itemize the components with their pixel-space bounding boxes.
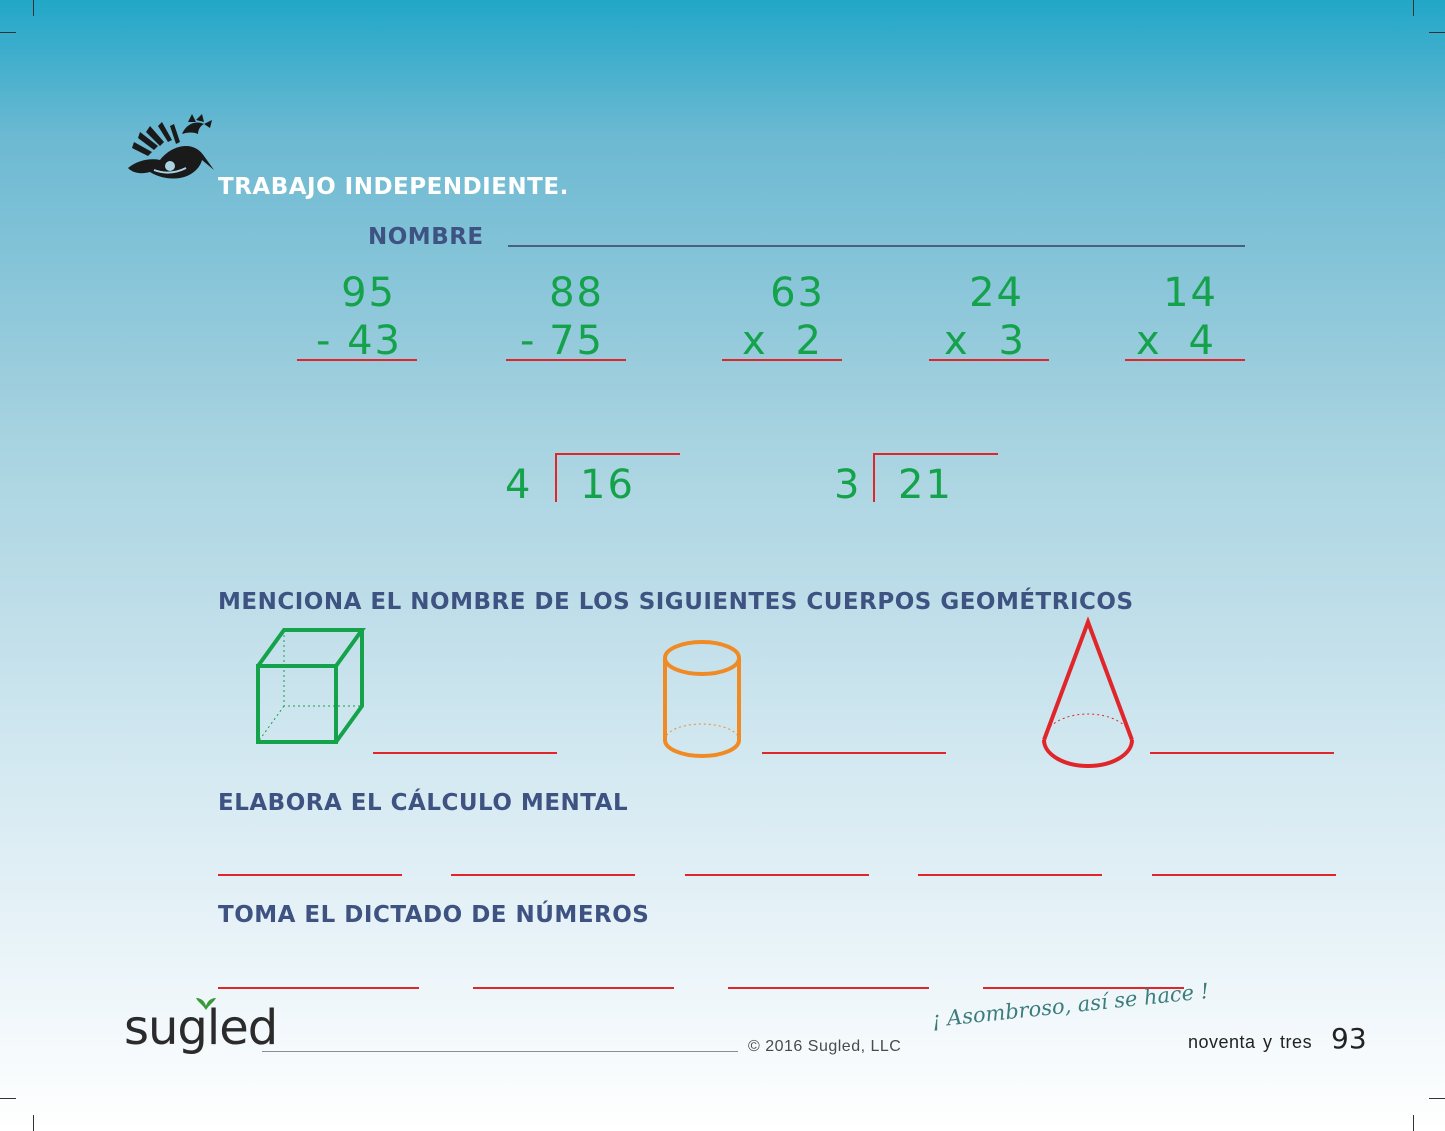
- division-bracket: [555, 453, 680, 502]
- operation-top: 63: [770, 270, 825, 316]
- operation-answer-line[interactable]: [722, 359, 842, 361]
- operation-bottom: 3: [998, 318, 1026, 364]
- dictation-answer-line[interactable]: [218, 987, 419, 989]
- division-bracket: [873, 453, 998, 502]
- mental-answer-line[interactable]: [918, 874, 1102, 876]
- mental-answer-line[interactable]: [1152, 874, 1336, 876]
- operation-top: 95: [341, 270, 396, 316]
- mental-answer-line[interactable]: [218, 874, 402, 876]
- footer-rule: [262, 1051, 738, 1052]
- operation-operator: -: [520, 318, 537, 364]
- operation-top: 88: [549, 270, 604, 316]
- page-number-words: noventa y tres: [1188, 1032, 1313, 1052]
- shape-answer-line[interactable]: [373, 752, 557, 754]
- division-divisor: 3: [834, 462, 862, 508]
- dictation-answer-line[interactable]: [983, 987, 1184, 989]
- operation-answer-line[interactable]: [929, 359, 1049, 361]
- brand-logo: sugled: [124, 1000, 278, 1056]
- dictation-answer-line[interactable]: [473, 987, 674, 989]
- crop-mark: [1413, 0, 1414, 16]
- operation-bottom: 43: [347, 318, 402, 364]
- operation-top: 14: [1163, 270, 1218, 316]
- division-divisor: 4: [505, 462, 533, 508]
- cone-icon: [1042, 616, 1134, 768]
- operation-operator: x: [1136, 318, 1162, 364]
- cylinder-icon: [663, 640, 741, 758]
- mental-answer-line[interactable]: [451, 874, 635, 876]
- cube-icon: [256, 628, 366, 744]
- division-dividend: 21: [898, 462, 953, 508]
- crop-mark: [33, 1115, 34, 1131]
- crop-mark: [33, 0, 34, 16]
- operation-answer-line[interactable]: [297, 359, 417, 361]
- operation-bottom: 2: [795, 318, 823, 364]
- crop-mark: [0, 32, 16, 33]
- operation-top: 24: [969, 270, 1024, 316]
- operation-bottom: 4: [1188, 318, 1216, 364]
- name-label: NOMBRE: [368, 224, 484, 250]
- operation-bottom: 75: [549, 318, 604, 364]
- name-answer-line[interactable]: [508, 245, 1245, 247]
- crop-mark: [1413, 1115, 1414, 1131]
- copyright: © 2016 Sugled, LLC: [748, 1038, 902, 1055]
- operation-answer-line[interactable]: [1125, 359, 1245, 361]
- division-dividend: 16: [580, 462, 635, 508]
- crop-mark: [1429, 32, 1445, 33]
- section-mental-heading: ELABORA EL CÁLCULO MENTAL: [218, 790, 629, 816]
- section-dictation-heading: TOMA EL DICTADO DE NÚMEROS: [218, 902, 650, 928]
- sprout-icon: [196, 998, 216, 1010]
- operation-operator: x: [742, 318, 768, 364]
- bird-icon: [128, 114, 214, 179]
- page-number: 93: [1331, 1022, 1367, 1055]
- crop-mark: [1429, 1098, 1445, 1099]
- operation-operator: -: [316, 318, 333, 364]
- operation-answer-line[interactable]: [506, 359, 626, 361]
- dictation-answer-line[interactable]: [728, 987, 929, 989]
- operation-operator: x: [944, 318, 970, 364]
- shape-answer-line[interactable]: [1150, 752, 1334, 754]
- crop-mark: [0, 1098, 16, 1099]
- mental-answer-line[interactable]: [685, 874, 869, 876]
- section-geometric-heading: MENCIONA EL NOMBRE DE LOS SIGUIENTES CUE…: [218, 589, 1134, 615]
- shape-answer-line[interactable]: [762, 752, 946, 754]
- page-title: TRABAJO INDEPENDIENTE.: [218, 174, 569, 200]
